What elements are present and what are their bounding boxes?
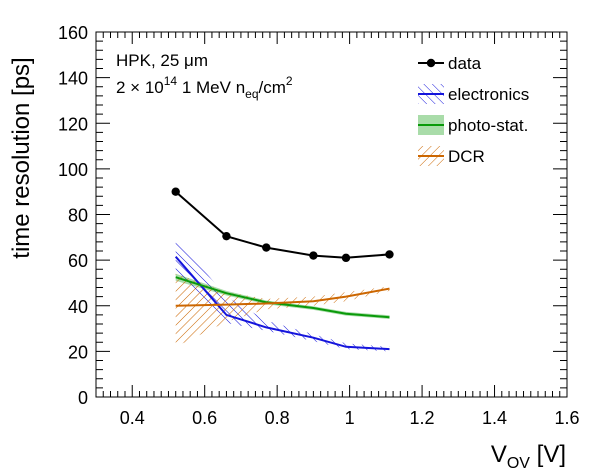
x-tick-label: 0.6 [192,408,217,428]
x-tick-label: 0.4 [120,408,145,428]
y-tick-label: 60 [68,251,88,271]
x-tick-label: 1.6 [554,408,579,428]
dcr-band [175,273,390,347]
annotation-line-1: HPK, 25 μm [116,51,208,70]
y-tick-label: 20 [68,342,88,362]
y-tick-label: 120 [58,114,88,134]
legend-photo-stat-label: photo-stat. [448,116,528,135]
y-tick-label: 0 [78,388,88,408]
x-tick-label: 1 [345,408,355,428]
y-tick-label: 140 [58,69,88,89]
y-tick-label: 100 [58,160,88,180]
annotation-line-2: 2 × 1014 1 MeV neq/cm2 [116,74,293,101]
series-lines [171,187,394,351]
tick-labels: 0.4 0.6 0.8 1 1.2 1.4 1.6 0 20 40 60 80 100 120 140 160 [58,23,580,428]
electronics-band [175,237,390,352]
y-tick-label: 160 [58,23,88,43]
legend-data-label: data [448,54,482,73]
annotation: HPK, 25 μm 2 × 1014 1 MeV neq/cm2 [116,51,293,101]
data-point [262,243,271,252]
data-point [341,253,351,263]
y-tick-label: 80 [68,206,88,226]
axes [95,31,568,398]
legend-data-marker [426,58,436,68]
data-point [309,251,318,260]
x-tick-label: 1.4 [482,408,507,428]
legend: data electronics photo-stat. DCR [418,54,529,166]
data-point [385,250,394,259]
x-axis-title: VOV [V] [491,441,566,472]
y-tick-label: 40 [68,297,88,317]
data-line [175,190,390,259]
y-axis-title: time resolution [ps] [8,57,35,258]
data-point [171,187,180,196]
legend-dcr-label: DCR [448,147,485,166]
dcr-line [175,287,390,307]
legend-electronics-label: electronics [448,85,529,104]
data-point [222,231,231,241]
photo-stat-line [175,276,390,319]
x-tick-label: 1.2 [410,408,435,428]
x-tick-label: 0.8 [265,408,290,428]
